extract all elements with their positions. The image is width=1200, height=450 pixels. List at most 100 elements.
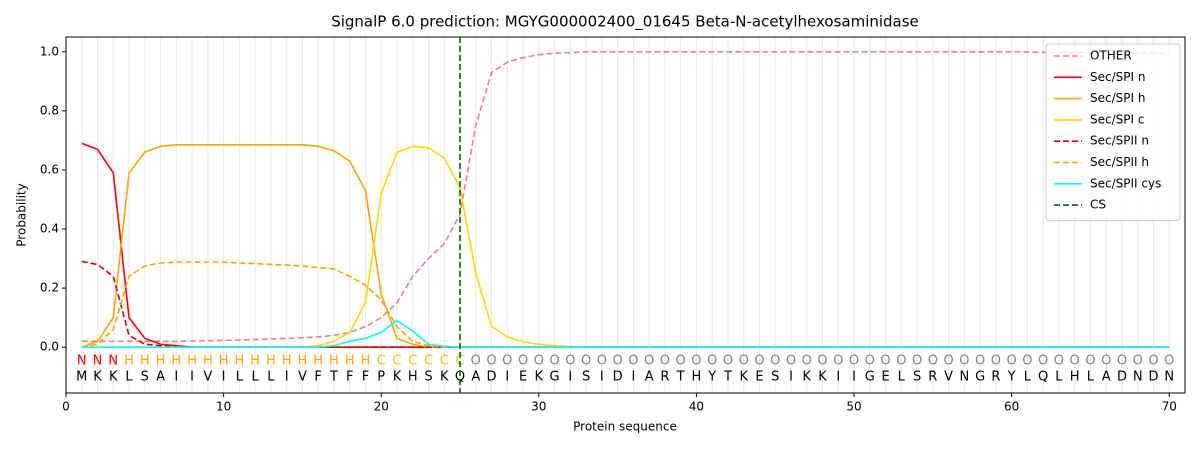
residue-label: D [1117,370,1127,385]
region-label: O [991,354,1001,369]
residue-label: L [1087,370,1095,385]
residue-label: S [913,370,921,385]
series-line [81,50,1170,343]
residue-label: I [505,370,509,385]
residue-label: K [109,370,118,385]
y-tick-label: 0.8 [40,103,59,117]
region-label: C [377,354,386,369]
region-label: O [959,354,969,369]
region-label: H [329,354,339,369]
y-tick-label: 0.4 [40,222,59,236]
region-label: O [1164,354,1174,369]
residue-label: I [190,370,194,385]
region-label: H [266,354,276,369]
residue-label: I [568,370,572,385]
x-tick-label: 50 [846,400,861,414]
region-label: H [345,354,355,369]
region-label: H [282,354,292,369]
residue-label: Y [707,370,716,385]
region-label: O [943,354,953,369]
x-tick-label: 20 [374,400,389,414]
region-label: O [628,354,638,369]
x-tick-label: 30 [531,400,546,414]
residue-label: H [408,370,418,385]
region-label: H [250,354,260,369]
residue-label: D [1148,370,1158,385]
region-label: O [1070,354,1080,369]
residue-label: K [535,370,544,385]
region-label: O [581,354,591,369]
y-tick-label: 0.6 [40,162,59,176]
legend-label: OTHER [1090,49,1132,63]
region-label: H [298,354,308,369]
residue-label: A [1102,370,1111,385]
region-label: O [1038,354,1048,369]
chart-title: SignalP 6.0 prediction: MGYG000002400_01… [331,13,919,32]
x-tick-label: 10 [216,400,231,414]
region-label: O [707,354,717,369]
residue-label: L [898,370,906,385]
region-label: H [124,354,134,369]
residue-label: F [346,370,353,385]
region-label: O [912,354,922,369]
residue-label: I [789,370,793,385]
series-line [81,319,1170,349]
residue-label: N [959,370,969,385]
region-label: O [1022,354,1032,369]
residue-label: A [645,370,654,385]
region-label: N [108,354,118,369]
y-tick-label: 0.0 [40,340,59,354]
x-tick-label: 40 [689,400,704,414]
residue-label: D [613,370,623,385]
region-label: O [723,354,733,369]
region-label: O [613,354,623,369]
residue-label: V [203,370,212,385]
residue-label: H [692,370,702,385]
region-label: H [219,354,229,369]
region-label: O [502,354,512,369]
residue-label: R [991,370,1000,385]
residue-label: Q [455,370,465,385]
region-label: H [140,354,150,369]
region-label: C [424,354,433,369]
region-label: N [77,354,87,369]
legend-label: Sec/SPI c [1090,112,1144,126]
region-label: C [440,354,449,369]
residue-label: Y [1007,370,1016,385]
region-label: H [234,354,244,369]
residue-label: L [252,370,260,385]
x-tick-label: 70 [1162,400,1177,414]
region-label: O [486,354,496,369]
region-label: O [534,354,544,369]
legend-label: Sec/SPI n [1090,70,1145,84]
region-label: O [1101,354,1111,369]
region-label: O [786,354,796,369]
residue-label: T [676,370,685,385]
region-label: O [739,354,749,369]
residue-label: I [174,370,178,385]
residue-label: L [1024,370,1032,385]
residue-label: S [424,370,432,385]
residue-label: T [723,370,732,385]
residue-label: E [881,370,889,385]
residue-label: I [631,370,635,385]
residue-label: D [487,370,497,385]
region-label: O [1054,354,1064,369]
region-label: O [880,354,890,369]
region-label: O [865,354,875,369]
legend-label: CS [1090,198,1106,212]
residue-label: A [471,370,480,385]
residue-label: I [600,370,604,385]
residue-label: K [393,370,402,385]
residue-label: S [582,370,590,385]
region-label: H [203,354,213,369]
residue-label: H [1070,370,1080,385]
x-tick-label: 60 [1004,400,1019,414]
region-label: H [361,354,371,369]
region-label: O [1117,354,1127,369]
region-label: C [392,354,401,369]
region-label: N [93,354,103,369]
region-label: O [849,354,859,369]
x-axis-label: Protein sequence [573,420,677,434]
region-label: O [676,354,686,369]
